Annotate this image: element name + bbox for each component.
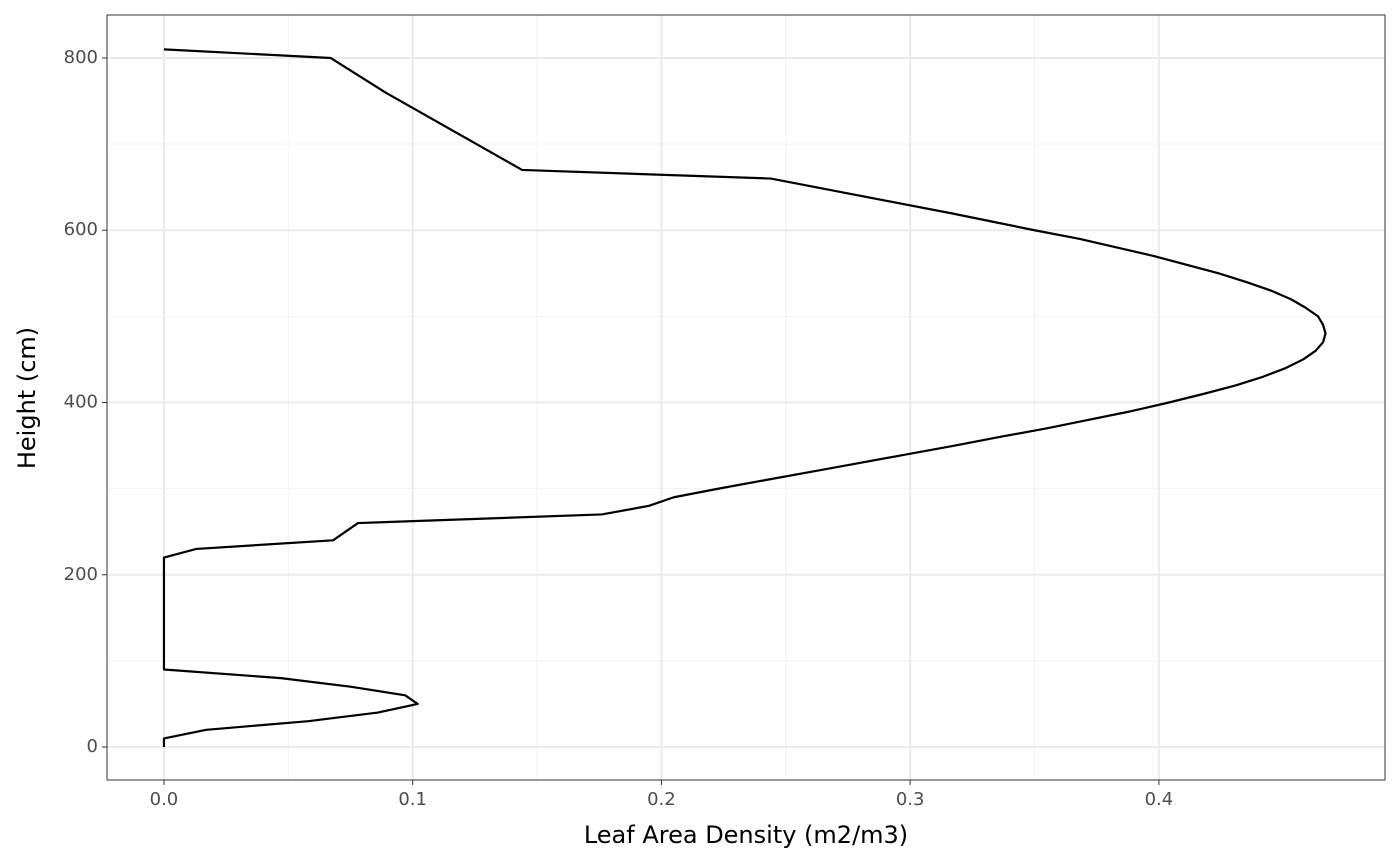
x-axis-title: Leaf Area Density (m2/m3) [584,821,908,849]
x-tick-label: 0.3 [896,789,925,810]
x-tick-label: 0.4 [1145,789,1174,810]
y-tick-label: 400 [64,391,98,412]
x-tick-label: 0.1 [398,789,427,810]
x-tick-label: 0.0 [150,789,179,810]
y-tick-label: 600 [64,219,98,240]
y-tick-label: 200 [64,564,98,585]
y-axis-title: Height (cm) [13,327,41,469]
data-line [162,48,1327,748]
y-tick-label: 0 [87,736,98,757]
panel-border [106,14,1386,781]
y-tick-label: 800 [64,47,98,68]
x-tick-label: 0.2 [647,789,676,810]
